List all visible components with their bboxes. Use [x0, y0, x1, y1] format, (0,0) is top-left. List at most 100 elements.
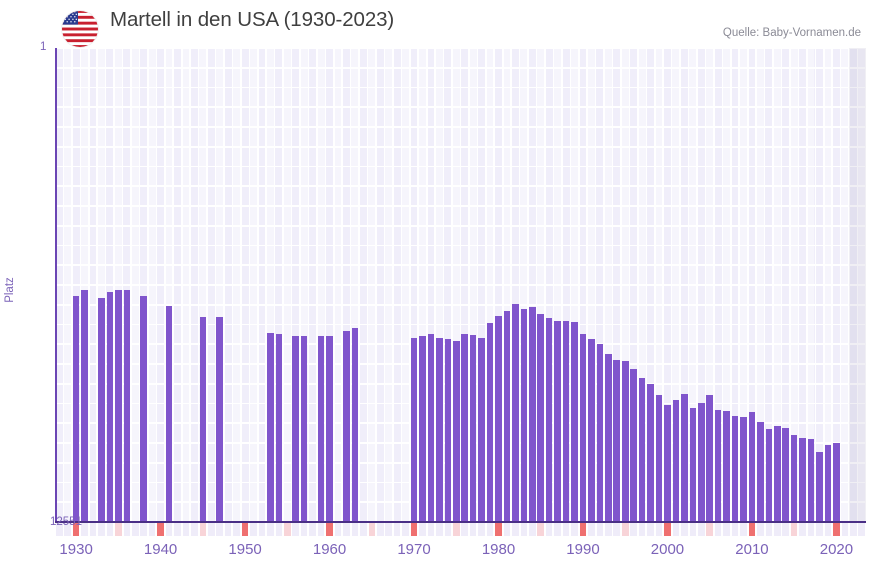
bar[interactable] — [731, 416, 739, 522]
bar[interactable] — [317, 335, 325, 522]
bar[interactable] — [790, 435, 798, 522]
bar[interactable] — [816, 451, 823, 522]
bar[interactable] — [452, 341, 460, 522]
bar[interactable] — [689, 408, 697, 522]
bar[interactable] — [579, 333, 587, 522]
bar[interactable] — [765, 429, 773, 522]
bar[interactable] — [351, 328, 359, 522]
x-tick-mark — [520, 523, 528, 536]
bar[interactable] — [275, 334, 283, 522]
x-tick-mark — [55, 523, 63, 536]
x-tick-mark — [638, 523, 646, 536]
x-tick-mark — [174, 523, 181, 536]
bar[interactable] — [537, 314, 545, 522]
bar[interactable] — [613, 359, 621, 522]
x-tick-mark — [647, 523, 654, 536]
x-tick-mark — [199, 523, 207, 536]
x-tick-mark — [469, 523, 477, 536]
bar[interactable] — [807, 438, 815, 522]
bar[interactable] — [123, 289, 131, 522]
bar[interactable] — [292, 335, 300, 522]
bar[interactable] — [605, 353, 612, 522]
bar[interactable] — [115, 289, 122, 522]
x-tick-mark — [368, 523, 376, 536]
x-tick-mark — [89, 523, 97, 536]
bar[interactable] — [647, 383, 654, 522]
bar[interactable] — [165, 306, 173, 522]
bar[interactable] — [748, 412, 756, 522]
bar[interactable] — [486, 322, 494, 522]
x-tick-mark — [765, 523, 773, 536]
bar[interactable] — [655, 395, 663, 522]
x-tick-mark — [300, 523, 308, 536]
bar[interactable] — [81, 290, 88, 522]
x-tick-mark — [343, 523, 350, 536]
bar[interactable] — [267, 332, 274, 522]
bar[interactable] — [106, 292, 114, 522]
bar[interactable] — [199, 317, 207, 522]
x-tick-mark — [393, 523, 401, 536]
bar[interactable] — [799, 438, 806, 522]
bar[interactable] — [410, 338, 418, 522]
x-tick-mark — [807, 523, 815, 536]
bar[interactable] — [571, 321, 578, 522]
x-tick-mark — [841, 523, 849, 536]
bar[interactable] — [757, 421, 764, 522]
x-tick-mark — [241, 523, 249, 536]
bar[interactable] — [562, 321, 570, 522]
x-tick-mark — [672, 523, 680, 536]
x-tick-mark — [731, 523, 739, 536]
x-tick-mark — [664, 523, 671, 536]
bar[interactable] — [419, 335, 426, 522]
bar[interactable] — [436, 338, 443, 522]
bar[interactable] — [596, 344, 604, 522]
bar[interactable] — [681, 394, 688, 522]
x-tick-mark — [740, 523, 747, 536]
bar[interactable] — [706, 395, 713, 522]
bar[interactable] — [621, 360, 629, 522]
bar[interactable] — [833, 443, 840, 522]
bar[interactable] — [588, 338, 595, 522]
x-tick-mark — [774, 523, 781, 536]
bar[interactable] — [664, 405, 671, 522]
bar[interactable] — [545, 317, 553, 522]
bar[interactable] — [554, 320, 561, 522]
bar[interactable] — [503, 310, 511, 522]
bar[interactable] — [72, 295, 80, 522]
bar[interactable] — [529, 306, 536, 522]
bar[interactable] — [697, 403, 705, 522]
x-axis-tick-label: 1950 — [228, 541, 262, 558]
x-tick-mark — [858, 523, 866, 536]
x-tick-mark — [436, 523, 443, 536]
bar[interactable] — [300, 335, 308, 522]
bar[interactable] — [824, 444, 832, 522]
bar[interactable] — [630, 368, 637, 522]
bar[interactable] — [343, 330, 350, 522]
x-tick-mark — [545, 523, 553, 536]
bar[interactable] — [774, 425, 781, 522]
bar[interactable] — [98, 297, 105, 522]
bar[interactable] — [478, 338, 485, 522]
x-tick-mark — [537, 523, 545, 536]
bar[interactable] — [444, 338, 452, 522]
bar[interactable] — [427, 334, 435, 522]
bar[interactable] — [520, 308, 528, 522]
bar[interactable] — [782, 427, 790, 522]
bar[interactable] — [469, 335, 477, 522]
x-axis-tick-label: 2020 — [819, 541, 854, 558]
x-tick-mark — [714, 523, 722, 536]
bar[interactable] — [740, 417, 747, 522]
bar[interactable] — [672, 400, 680, 522]
bar[interactable] — [512, 303, 519, 522]
bar[interactable] — [461, 334, 468, 522]
x-axis-tick-label: 1960 — [312, 541, 347, 558]
bar[interactable] — [495, 316, 502, 522]
bar[interactable] — [140, 295, 147, 522]
bar[interactable] — [723, 411, 730, 522]
x-tick-mark — [267, 523, 274, 536]
bar[interactable] — [638, 378, 646, 522]
bar[interactable] — [216, 317, 224, 522]
bar[interactable] — [326, 335, 333, 522]
bar[interactable] — [714, 410, 722, 522]
